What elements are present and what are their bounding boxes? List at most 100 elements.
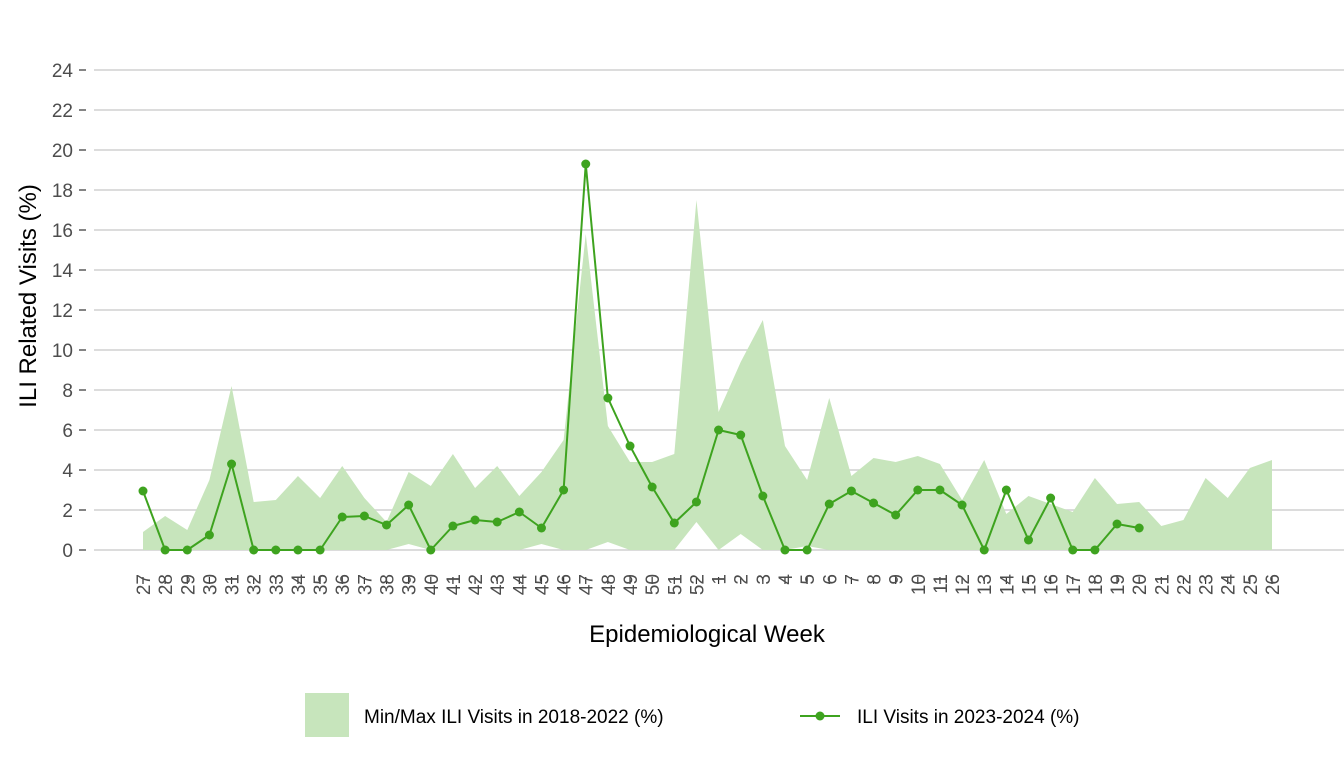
x-tick-label: 51 <box>665 574 686 595</box>
y-tick-label: 2 <box>62 501 73 522</box>
x-tick-label: 2 <box>732 574 753 585</box>
data-point <box>846 486 856 496</box>
y-tick-label: 8 <box>62 381 73 402</box>
data-point <box>1046 493 1056 503</box>
x-tick-label: 36 <box>333 574 354 595</box>
data-point <box>758 491 768 501</box>
data-point <box>293 545 303 555</box>
data-point <box>514 507 524 517</box>
data-point <box>492 517 502 527</box>
y-tick-label: 4 <box>62 461 73 482</box>
data-point <box>581 159 591 169</box>
legend-label-band: Min/Max ILI Visits in 2018-2022 (%) <box>364 707 664 728</box>
min-max-band <box>143 200 1272 550</box>
data-point <box>869 498 879 508</box>
data-point <box>669 518 679 528</box>
x-tick-label: 26 <box>1263 574 1284 595</box>
data-point <box>935 485 945 495</box>
x-tick-label: 1 <box>710 574 731 585</box>
y-tick-label: 12 <box>52 301 73 322</box>
data-point <box>204 530 214 540</box>
data-point <box>714 425 724 435</box>
x-tick-label: 47 <box>577 574 598 595</box>
x-axis: 27 28 29 30 31 32 33 34 35 36 37 38 39 40 41 42 43 44 45 46… <box>134 574 1284 596</box>
data-point <box>1001 485 1011 495</box>
x-tick-label: 28 <box>156 574 177 595</box>
x-tick-label: 27 <box>134 574 155 595</box>
x-tick-label: 43 <box>488 574 509 595</box>
x-tick-label: 22 <box>1174 574 1195 595</box>
x-tick-label: 34 <box>289 574 310 596</box>
x-tick-label: 8 <box>865 574 886 585</box>
x-tick-label: 7 <box>842 574 863 585</box>
data-point <box>780 545 790 555</box>
x-tick-label: 3 <box>754 574 775 585</box>
data-point <box>957 500 967 510</box>
data-point <box>271 545 281 555</box>
ili-2023-2024-line <box>138 159 1144 555</box>
data-point <box>559 485 569 495</box>
x-tick-label: 6 <box>820 574 841 585</box>
y-tick-label: 22 <box>52 101 73 122</box>
x-tick-label: 35 <box>311 574 332 595</box>
data-point <box>1023 535 1033 545</box>
data-point <box>625 441 635 451</box>
data-point <box>603 393 613 403</box>
x-tick-label: 17 <box>1064 574 1085 595</box>
data-point <box>536 523 546 533</box>
data-point <box>182 545 192 555</box>
x-tick-label: 38 <box>378 574 399 595</box>
x-tick-label: 33 <box>267 574 288 595</box>
data-point <box>337 512 347 522</box>
x-tick-label: 37 <box>355 574 376 595</box>
x-tick-label: 30 <box>200 574 221 595</box>
data-point <box>913 485 923 495</box>
y-tick-label: 16 <box>52 221 73 242</box>
data-point <box>382 520 392 530</box>
x-tick-label: 52 <box>687 574 708 595</box>
data-point <box>138 486 148 496</box>
data-point <box>448 521 458 531</box>
x-tick-label: 39 <box>400 574 421 595</box>
data-point <box>359 511 369 521</box>
data-point <box>802 545 812 555</box>
data-point <box>426 545 436 555</box>
x-tick-label: 24 <box>1219 574 1240 596</box>
x-tick-label: 41 <box>444 574 465 595</box>
ili-series-line <box>142 163 1140 551</box>
data-point <box>404 500 414 510</box>
legend: Min/Max ILI Visits in 2018-2022 (%) ILI … <box>305 693 1080 737</box>
x-tick-label: 32 <box>245 574 266 595</box>
y-tick-label: 14 <box>52 261 74 282</box>
x-tick-label: 25 <box>1241 574 1262 595</box>
x-tick-label: 45 <box>532 574 553 595</box>
x-tick-label: 20 <box>1130 574 1151 595</box>
data-point <box>227 459 237 469</box>
data-point <box>891 510 901 520</box>
x-tick-label: 9 <box>887 574 908 585</box>
x-tick-label: 21 <box>1152 574 1173 595</box>
x-tick-label: 31 <box>223 574 244 595</box>
y-tick-label: 10 <box>52 341 73 362</box>
min-max-area <box>143 200 1272 550</box>
y-tick-label: 18 <box>52 181 73 202</box>
x-tick-label: 44 <box>510 574 531 596</box>
y-tick-label: 0 <box>62 541 73 562</box>
x-axis-title: Epidemiological Week <box>589 621 826 648</box>
x-tick-label: 10 <box>909 574 930 595</box>
x-tick-label: 4 <box>776 574 797 585</box>
data-point <box>824 499 834 509</box>
x-tick-label: 13 <box>975 574 996 595</box>
data-point <box>979 545 989 555</box>
x-tick-label: 19 <box>1108 574 1129 595</box>
x-tick-label: 29 <box>178 574 199 595</box>
legend-key-point <box>815 711 825 721</box>
x-tick-label: 42 <box>466 574 487 595</box>
data-point <box>249 545 259 555</box>
data-point <box>470 515 480 525</box>
x-tick-label: 23 <box>1197 574 1218 595</box>
y-axis-title: ILI Related Visits (%) <box>15 184 42 408</box>
data-point <box>1112 519 1122 529</box>
